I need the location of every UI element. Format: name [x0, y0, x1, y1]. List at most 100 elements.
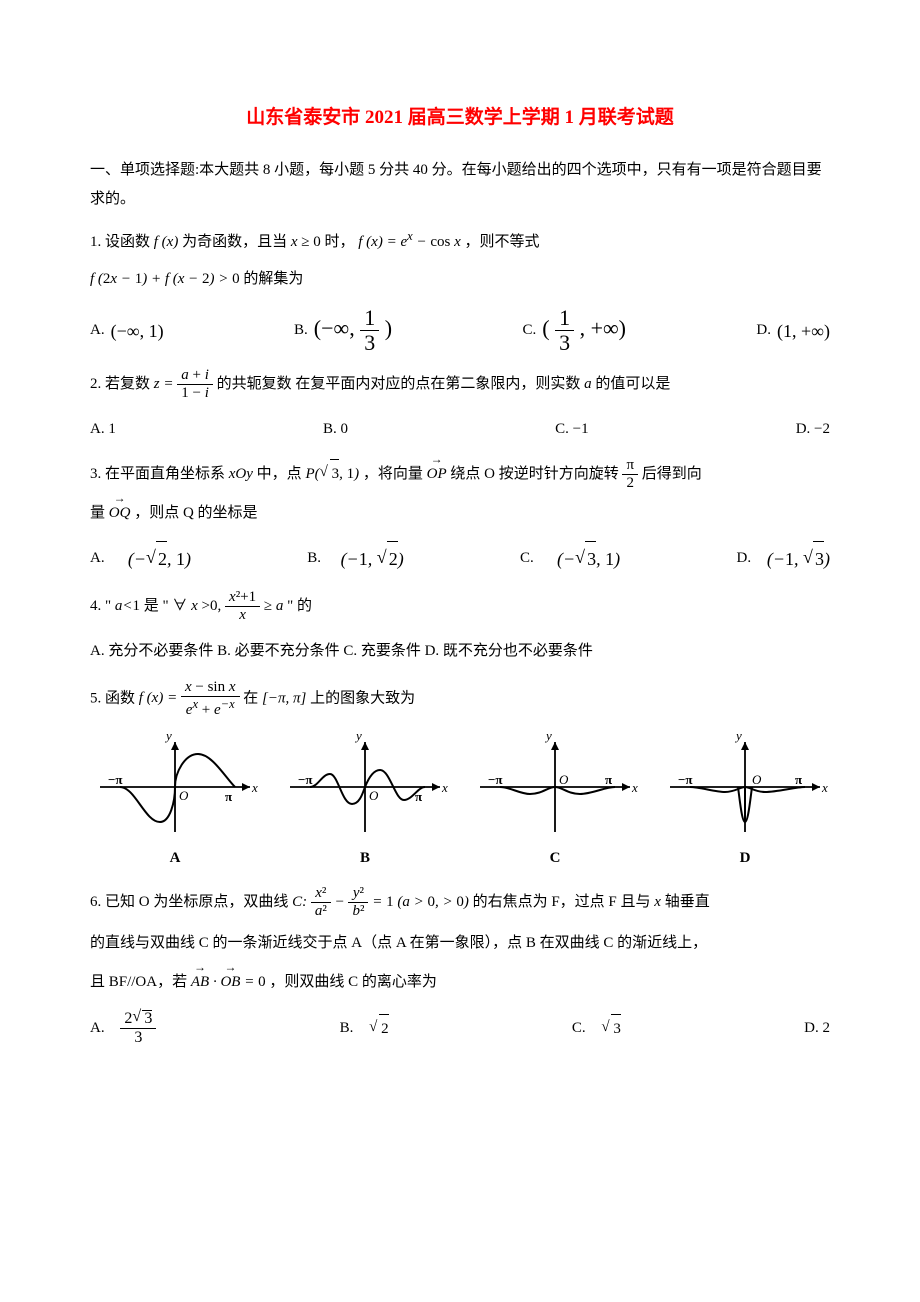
- q3-l2b: ，则点 Q 的坐标是: [134, 505, 257, 521]
- q3-oq: OQ: [109, 499, 131, 528]
- q3-opt-b: B. (−1, 2): [307, 541, 403, 576]
- q1-c-label: C.: [522, 316, 536, 345]
- q6-opt-d: D. 2: [804, 1014, 830, 1043]
- q4-s-a: 4. ": [90, 598, 115, 614]
- q1-opt-a: A. (−∞, 1): [90, 314, 164, 348]
- q6-line2: 的直线与双曲线 C 的一条渐近线交于点 A（点 A 在第一象限），点 B 在双曲…: [90, 929, 830, 958]
- q2-opt-a: A. 1: [90, 415, 116, 444]
- q3-options: A. (−2, 1) B. (−1, 2) C. (−3, 1) D. (−1,…: [90, 541, 830, 576]
- q4-x: x: [191, 598, 198, 614]
- q1-b-val: (−∞, 13 ): [314, 307, 392, 354]
- q3-l2a: 量: [90, 505, 109, 521]
- q6-options: A. 233 B. 2 C. 3 D. 2: [90, 1010, 830, 1046]
- q5-interval: [−π, π]: [262, 690, 306, 706]
- question-3: 3. 在平面直角坐标系 xOy 中，点 P(3, 1) ，将向量 OP 绕点 O…: [90, 458, 830, 528]
- svg-text:y: y: [354, 732, 362, 743]
- q3-stem-d: 绕点 O 按逆时针方向旋转: [450, 466, 622, 482]
- q1-stem-c: 时，: [325, 234, 359, 250]
- q1-a-label: A.: [90, 316, 105, 345]
- graph-a: y x −π π O A: [90, 732, 260, 873]
- q1-stem-b: 为奇函数，且当: [182, 234, 291, 250]
- q4-s-b: 是 " ∀: [144, 598, 188, 614]
- q3-opt-c: C. (−3, 1): [520, 541, 620, 576]
- q1-a-val: (−∞, 1): [111, 314, 164, 348]
- q3-opt-d: D. (−1, 3): [736, 541, 829, 576]
- q6-opt-c: C. 3: [572, 1014, 621, 1044]
- graph-d: y x −π π O D: [660, 732, 830, 873]
- q6-opt-b: B. 2: [340, 1014, 389, 1044]
- q3-stem-b: 中，点: [257, 466, 306, 482]
- q1-tail: 的解集为: [243, 271, 303, 287]
- svg-text:x: x: [441, 780, 448, 795]
- svg-text:O: O: [752, 772, 762, 787]
- question-5: 5. 函数 f (x) = x − sin xex + e−x 在 [−π, π…: [90, 680, 830, 718]
- q4-s-e: " 的: [287, 598, 312, 614]
- q1-d-val: (1, +∞): [777, 314, 830, 348]
- q1-stem-d: ，则不等式: [464, 234, 539, 250]
- q3-c-label: C.: [520, 544, 534, 573]
- q2-a: a: [584, 376, 592, 392]
- q2-options: A. 1 B. 0 C. −1 D. −2: [90, 415, 830, 444]
- q4-frac: x²+1x: [225, 590, 260, 623]
- q5-s-c: 上的图象大致为: [310, 690, 415, 706]
- graph-b: y x −π π O B: [280, 732, 450, 873]
- svg-text:−π: −π: [298, 772, 313, 787]
- question-4: 4. " a<1 是 " ∀ x >0, x²+1x ≥ a " 的: [90, 590, 830, 623]
- q3-opt-a: A. (−2, 1): [90, 541, 191, 576]
- svg-text:−π: −π: [678, 772, 693, 787]
- svg-text:y: y: [544, 732, 552, 743]
- graph-a-label: A: [90, 844, 260, 873]
- q1-b-label: B.: [294, 316, 308, 345]
- q6-s-c: 轴垂直: [665, 894, 710, 910]
- q1-def: f (x) = ex − cos x: [358, 234, 460, 250]
- svg-text:π: π: [795, 772, 802, 787]
- q3-a-label: A.: [90, 544, 105, 573]
- q1-d-label: D.: [756, 316, 771, 345]
- q2-opt-b: B. 0: [323, 415, 348, 444]
- svg-text:y: y: [734, 732, 742, 743]
- q6-opt-a: A. 233: [90, 1010, 156, 1046]
- svg-text:π: π: [605, 772, 612, 787]
- q6-s-a: 6. 已知 O 为坐标原点，双曲线: [90, 894, 292, 910]
- q5-fx: f (x) = x − sin xex + e−x: [139, 690, 240, 706]
- q3-d-label: D.: [736, 544, 751, 573]
- q3-stem-c: ，将向量: [363, 466, 427, 482]
- svg-text:π: π: [225, 789, 232, 804]
- graph-d-label: D: [660, 844, 830, 873]
- q1-options: A. (−∞, 1) B. (−∞, 13 ) C. ( 13 , +∞) D.…: [90, 307, 830, 354]
- section-1-header: 一、单项选择题:本大题共 8 小题，每小题 5 分共 40 分。在每小题给出的四…: [90, 156, 830, 213]
- q6-b-label: B.: [340, 1014, 354, 1043]
- svg-text:x: x: [821, 780, 828, 795]
- q3-b-label: B.: [307, 544, 321, 573]
- q3-xoy: xOy: [229, 466, 253, 482]
- q5-s-b: 在: [243, 690, 262, 706]
- q6-l3a: 且 BF//OA，若: [90, 974, 191, 990]
- q6-a-label: A.: [90, 1014, 105, 1043]
- q3-p: P(3, 1): [305, 466, 359, 482]
- svg-text:O: O: [179, 788, 189, 803]
- graph-c-label: C: [470, 844, 640, 873]
- q6-s-b: 的右焦点为 F，过点 F 且与: [473, 894, 655, 910]
- q2-stem-b: 的共轭复数 在复平面内对应的点在第二象限内，则实数: [217, 376, 585, 392]
- q6-eq: C: x²a² − y²b² = 1 (a > 0, > 0): [292, 894, 469, 910]
- q6-d-label: D. 2: [804, 1014, 830, 1043]
- q6-l3b: ，则双曲线 C 的离心率为: [269, 974, 437, 990]
- q5-s-a: 5. 函数: [90, 690, 139, 706]
- q1-ineq: f (2x − 1) + f (x − 2) > 0: [90, 271, 240, 287]
- q6-c-label: C.: [572, 1014, 586, 1043]
- question-1: 1. 设函数 f (x) 为奇函数，且当 x ≥ 0 时， f (x) = ex…: [90, 225, 830, 293]
- svg-text:x: x: [251, 780, 258, 795]
- q6-dot: AB · OB = 0: [191, 974, 266, 990]
- q2-opt-c: C. −1: [555, 415, 588, 444]
- q4-a2: a: [276, 598, 284, 614]
- q1-c-val: ( 13 , +∞): [542, 307, 626, 354]
- svg-text:−π: −π: [108, 772, 123, 787]
- q2-opt-d: D. −2: [796, 415, 830, 444]
- graph-b-label: B: [280, 844, 450, 873]
- question-6: 6. 已知 O 为坐标原点，双曲线 C: x²a² − y²b² = 1 (a …: [90, 886, 830, 996]
- graph-c: y x −π π O C: [470, 732, 640, 873]
- svg-text:O: O: [369, 788, 379, 803]
- q1-stem-a: 1. 设函数: [90, 234, 154, 250]
- q5-graphs: y x −π π O A y x −π π O B: [90, 732, 830, 873]
- svg-text:−π: −π: [488, 772, 503, 787]
